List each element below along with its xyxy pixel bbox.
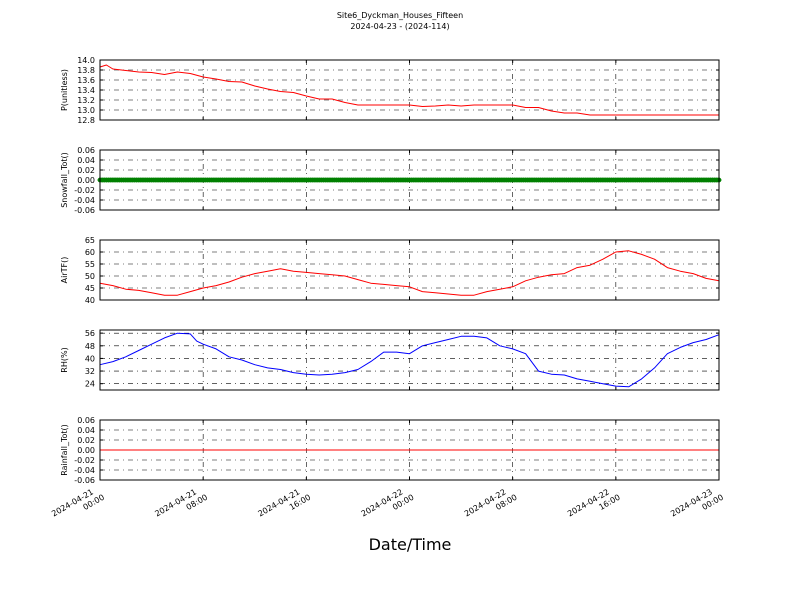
y-tick-label: 0.06 <box>77 146 95 155</box>
figure-title: Site6_Dyckman_Houses_Fifteen <box>337 11 463 20</box>
y-tick-label: 12.8 <box>77 116 95 125</box>
y-tick-label: 13.2 <box>77 96 95 105</box>
y-axis-label: Rainfall_Tot() <box>60 424 69 476</box>
panel-4: 24 32 40 48 56 RH(%) <box>60 329 720 391</box>
axes-frame <box>99 239 720 301</box>
axes-frame <box>99 419 720 481</box>
panel-3: 40 45 50 55 60 65 AirTF() <box>60 236 720 305</box>
y-tick-label: 0.06 <box>77 416 95 425</box>
y-tick-label: 40 <box>85 296 95 305</box>
y-tick-label: 0.00 <box>77 446 95 455</box>
y-tick-label: 50 <box>85 272 95 281</box>
y-axis-label: RH(%) <box>60 347 69 372</box>
y-tick-label: 45 <box>85 284 95 293</box>
y-tick-label: -0.02 <box>74 456 95 465</box>
series-line-1 <box>99 250 720 296</box>
y-tick-label: 13.4 <box>77 86 95 95</box>
y-tick-label: -0.06 <box>74 476 95 485</box>
x-axis-label: Date/Time <box>369 535 452 554</box>
y-axis-label: Snowfall_Tot() <box>60 152 69 208</box>
y-tick-label: 24 <box>85 380 95 389</box>
y-tick-label: -0.04 <box>74 196 95 205</box>
y-tick-label: 48 <box>85 342 95 351</box>
y-tick-label: 0.04 <box>77 156 95 165</box>
y-axis-label: P(unitless) <box>60 69 69 111</box>
y-tick-label: 13.6 <box>77 76 95 85</box>
y-tick-label: 14.0 <box>77 56 95 65</box>
y-tick-label: 60 <box>85 248 95 257</box>
y-tick-label: 13.0 <box>77 106 95 115</box>
figure-subtitle: 2024-04-23 - (2024-114) <box>350 22 449 31</box>
axes-frame <box>99 59 720 121</box>
y-axis-label: AirTF() <box>60 257 69 284</box>
y-tick-label: 55 <box>85 260 95 269</box>
axes-frame <box>99 149 720 211</box>
y-tick-label: 56 <box>85 329 95 338</box>
panel-1: 12.813.013.213.413.613.814.0 P(unitless) <box>60 56 720 125</box>
series-line-1 <box>99 332 720 388</box>
y-tick-label: -0.04 <box>74 466 95 475</box>
y-tick-label: 0.00 <box>77 176 95 185</box>
axes-frame <box>99 329 720 391</box>
y-tick-label: 0.04 <box>77 426 95 435</box>
y-tick-label: 0.02 <box>77 436 95 445</box>
y-tick-label: 13.8 <box>77 66 95 75</box>
y-tick-label: 0.02 <box>77 166 95 175</box>
panels: 12.813.013.213.413.613.814.0 P(unitless) -… <box>60 56 722 485</box>
panel-5: -0.06-0.04-0.020.000.020.040.06 Rainfall_… <box>60 416 720 485</box>
y-tick-label: 40 <box>85 354 95 363</box>
y-tick-label: 32 <box>85 367 95 376</box>
series-line-1 <box>99 64 719 116</box>
panel-2: -0.06-0.04-0.020.000.020.040.06 Snowfall_… <box>60 146 722 215</box>
y-tick-label: 65 <box>85 236 95 245</box>
y-tick-label: -0.06 <box>74 206 95 215</box>
y-tick-label: -0.02 <box>74 186 95 195</box>
